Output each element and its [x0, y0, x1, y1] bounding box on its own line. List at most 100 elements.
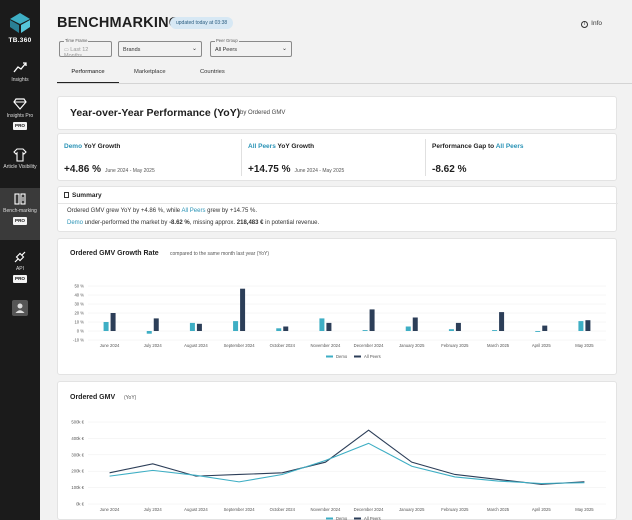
x-tick-label: June 2024: [100, 343, 120, 348]
tab-divider: [57, 83, 632, 84]
bar-demo: [276, 328, 282, 331]
growth-chart: 50 % 40 % 30 % 20 % 10 % 0 % -10 % June 2024 Jul…: [73, 284, 606, 359]
sidebar-item-label: API: [15, 266, 25, 272]
x-tick-label: November 2024: [311, 507, 341, 512]
yoy-header-card: Year-over-Year Performance (YoY) by Orde…: [57, 96, 617, 130]
bar-demo: [535, 331, 541, 332]
time-frame-value: Last 12 Months: [64, 47, 89, 59]
x-tick-label: January 2025: [399, 343, 425, 348]
bar-demo: [233, 321, 239, 331]
bar-peers: [412, 317, 418, 331]
y-tick-label: 300k €: [71, 452, 84, 457]
legend-swatch-peers: [354, 517, 361, 520]
x-tick-label: September 2024: [224, 343, 256, 348]
legend-label-peers: All Peers: [364, 354, 381, 359]
document-icon: [64, 192, 69, 198]
user-account-button[interactable]: [12, 300, 28, 316]
sidebar: TB.360 Insights Insights Pro PRO Article…: [0, 0, 40, 520]
x-tick-label: December 2024: [354, 343, 384, 348]
bar-demo: [362, 330, 368, 331]
x-tick-label: August 2024: [184, 343, 208, 348]
info-label: Info: [591, 20, 602, 27]
bar-peers: [369, 309, 375, 331]
peer-group-label: Peer Group: [215, 38, 239, 43]
brands-select[interactable]: Brands ⌄: [118, 41, 202, 57]
shirt-icon: [13, 148, 27, 162]
bar-peers: [326, 322, 332, 331]
bar-demo: [103, 322, 109, 331]
time-frame-select[interactable]: Time Frame ▭ Last 12 Months: [59, 38, 112, 59]
plug-icon: [14, 251, 26, 263]
x-tick-label: June 2024: [100, 507, 120, 512]
legend-label-demo: Demo: [336, 516, 348, 520]
gmv-chart-card: Ordered GMV (YoY) 500k € 400k € 300k € 200k…: [57, 381, 617, 520]
chevron-down-icon: ⌄: [281, 46, 287, 52]
tab-performance[interactable]: Performance: [57, 69, 119, 84]
peer-group-select[interactable]: Peer Group All Peers ⌄: [210, 38, 292, 57]
bar-peers: [283, 326, 289, 331]
summary-line-1: Ordered GMV grew YoY by +4.86 %, while A…: [67, 208, 258, 214]
sidebar-item-label: Article Visibility: [3, 164, 37, 170]
diamond-icon: [13, 98, 27, 110]
yoy-subtitle: by Ordered GMV: [240, 110, 286, 116]
line-demo: [109, 442, 585, 485]
x-tick-label: March 2025: [487, 343, 510, 348]
pro-badge: PRO: [13, 217, 27, 225]
sidebar-item-article-visibility[interactable]: Article Visibility: [0, 148, 40, 182]
trend-icon: [13, 62, 27, 73]
kpi-demo-title: Demo YoY Growth: [64, 143, 121, 150]
sidebar-item-insights-pro[interactable]: Insights Pro PRO: [0, 97, 40, 139]
gmv-chart-subtitle: (YoY): [124, 395, 137, 401]
y-tick-label: 200k €: [71, 469, 84, 474]
peer-group-value: All Peers: [215, 47, 238, 53]
bar-demo: [492, 330, 498, 331]
legend-swatch-demo: [326, 355, 333, 358]
bar-peers: [499, 312, 505, 331]
y-tick-label: 100k €: [71, 485, 84, 490]
x-tick-label: July 2024: [144, 343, 163, 348]
y-tick-label: 0 %: [77, 329, 84, 334]
summary-line-2: Demo under-performed the market by -8.62…: [67, 220, 320, 226]
summary-heading: Summary: [64, 192, 102, 199]
legend-swatch-demo: [326, 517, 333, 520]
brands-value: Brands: [123, 47, 141, 53]
bar-demo: [405, 326, 411, 331]
gmv-chart: 500k € 400k € 300k € 200k € 100k € 0k € June 2…: [71, 420, 606, 520]
kpi-demo-value: +4.86 % June 2024 - May 2025: [64, 164, 155, 175]
calendar-icon: ▭: [64, 47, 69, 53]
gmv-chart-title: Ordered GMV: [70, 394, 116, 401]
yoy-title: Year-over-Year Performance (YoY): [70, 107, 241, 119]
y-tick-label: 50 %: [74, 284, 84, 289]
x-tick-label: April 2025: [532, 343, 552, 348]
y-tick-label: 20 %: [74, 311, 84, 316]
tab-marketplace[interactable]: Marketplace: [134, 69, 166, 75]
bar-peers: [110, 313, 116, 331]
page-title: BENCHMARKING: [57, 15, 181, 31]
sidebar-item-benchmarking[interactable]: Bench-marking PRO: [0, 188, 40, 240]
kpi-divider: [425, 139, 426, 176]
bar-peers: [196, 323, 202, 331]
user-icon: [15, 303, 25, 313]
bar-peers: [153, 318, 159, 331]
pro-badge: PRO: [13, 122, 27, 130]
sidebar-item-api[interactable]: API PRO: [0, 250, 40, 294]
sidebar-item-label: Insights: [11, 77, 29, 83]
y-tick-label: 500k €: [71, 420, 84, 425]
sidebar-item-insights[interactable]: Insights: [0, 61, 40, 89]
y-tick-label: 10 %: [74, 320, 84, 325]
legend-label-demo: Demo: [336, 354, 348, 359]
bar-demo: [578, 321, 584, 331]
info-icon: i: [581, 21, 589, 28]
kpi-gap-value: -8.62 %: [432, 164, 467, 175]
sidebar-item-label: Insights Pro: [6, 113, 34, 119]
bar-demo: [189, 322, 195, 331]
x-tick-label: November 2024: [311, 343, 341, 348]
kpi-peers-value: +14.75 % June 2024 - May 2025: [248, 164, 345, 175]
y-tick-label: 400k €: [71, 436, 84, 441]
x-tick-label: February 2025: [441, 507, 469, 512]
x-tick-label: September 2024: [224, 507, 256, 512]
info-button[interactable]: i Info: [581, 20, 602, 28]
tab-countries[interactable]: Countries: [200, 69, 225, 75]
time-frame-label: Time Frame: [64, 38, 89, 43]
kpi-divider: [241, 139, 242, 176]
